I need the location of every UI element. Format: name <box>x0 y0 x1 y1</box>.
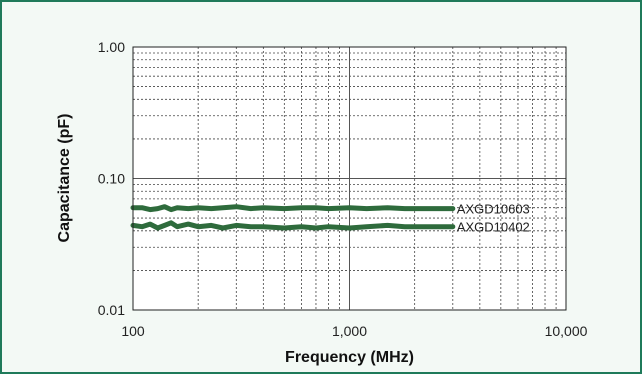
y-tick-label: 0.01 <box>98 302 125 318</box>
x-tick-label: 10,000 <box>545 323 588 339</box>
series-label: AXGD10402 <box>457 220 530 235</box>
major-grid <box>133 47 566 310</box>
series-labels: AXGD10603 AXGD10402 <box>457 202 530 235</box>
x-axis-title: Frequency (MHz) <box>285 349 414 366</box>
x-tick-label: 1,000 <box>332 323 367 339</box>
series-label: AXGD10603 <box>457 202 530 217</box>
series-layer <box>130 204 456 231</box>
y-axis-title: Capacitance (pF) <box>56 114 73 243</box>
x-tick-labels: 100 1,000 10,000 <box>121 323 587 339</box>
series-line <box>130 204 456 213</box>
y-tick-labels: 0.01 0.10 1.00 <box>98 39 125 318</box>
series-line <box>130 220 456 231</box>
x-tick-label: 100 <box>121 323 145 339</box>
y-tick-label: 0.10 <box>98 171 125 187</box>
plot-border <box>132 46 567 311</box>
y-tick-label: 1.00 <box>98 39 125 55</box>
